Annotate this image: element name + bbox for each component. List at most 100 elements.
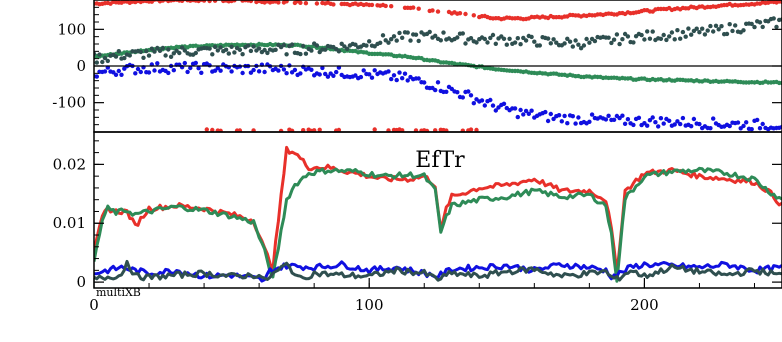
top-point xyxy=(441,30,446,35)
top-point xyxy=(331,2,336,7)
top-point xyxy=(210,127,215,132)
top-point xyxy=(323,71,328,77)
top-point xyxy=(565,36,570,41)
top-point xyxy=(733,23,738,28)
top-point xyxy=(372,68,377,73)
annotation-label: multiXB xyxy=(96,286,141,299)
top-point xyxy=(631,122,636,128)
top-point xyxy=(667,118,672,124)
top-point xyxy=(584,36,589,42)
bottom-ytick-label: 0 xyxy=(76,273,86,291)
top-point xyxy=(512,40,518,45)
top-point xyxy=(647,118,653,123)
top-point xyxy=(570,44,575,49)
top-point xyxy=(146,70,152,75)
top-point xyxy=(468,127,474,132)
top-point xyxy=(325,74,331,79)
top-point xyxy=(757,20,763,25)
top-point xyxy=(625,34,631,39)
top-point xyxy=(188,65,193,71)
top-point xyxy=(245,43,251,48)
top-point xyxy=(716,27,721,32)
top-point xyxy=(554,40,559,45)
top-point xyxy=(650,29,655,34)
top-point xyxy=(611,117,617,123)
top-point xyxy=(383,3,388,9)
top-point xyxy=(570,114,575,119)
top-point xyxy=(278,128,284,132)
top-point xyxy=(422,80,427,85)
top-point xyxy=(749,21,754,27)
top-point xyxy=(237,128,243,132)
top-point xyxy=(400,76,405,81)
top-point xyxy=(664,37,669,43)
top-point xyxy=(122,55,127,61)
top-point xyxy=(620,37,625,42)
top-point xyxy=(543,109,548,115)
top-point xyxy=(273,47,278,52)
top-point xyxy=(378,40,383,45)
top-point xyxy=(416,76,421,81)
top-point xyxy=(587,119,592,125)
top-point xyxy=(157,48,163,53)
top-point xyxy=(369,75,375,80)
top-point xyxy=(391,34,397,39)
top-point xyxy=(444,128,449,132)
top-point xyxy=(515,114,520,120)
top-point xyxy=(193,50,198,56)
top-point xyxy=(457,11,463,16)
top-point xyxy=(622,121,628,127)
top-point xyxy=(551,116,556,122)
top-point xyxy=(212,44,218,50)
top-point xyxy=(100,59,105,65)
top-point xyxy=(298,0,303,5)
top-point xyxy=(391,73,397,78)
top-point xyxy=(658,116,664,121)
top-point xyxy=(433,128,438,132)
top-point xyxy=(427,29,432,35)
top-point xyxy=(507,36,512,41)
top-point xyxy=(210,52,215,57)
top-point xyxy=(532,39,537,44)
top-point xyxy=(493,41,498,46)
top-series-2 xyxy=(94,16,782,65)
top-point xyxy=(408,38,413,43)
top-point xyxy=(152,49,157,54)
top-point xyxy=(163,53,168,58)
bottom-series-line-1 xyxy=(94,166,782,283)
top-point xyxy=(389,37,394,42)
top-point xyxy=(182,48,187,53)
top-point xyxy=(397,30,402,36)
chart-title: EfTr xyxy=(415,148,465,173)
top-point xyxy=(389,3,394,9)
top-point xyxy=(413,128,419,132)
top-point xyxy=(460,95,465,100)
top-point xyxy=(471,13,476,18)
top-point xyxy=(741,123,746,129)
top-point xyxy=(501,36,507,41)
top-point xyxy=(697,30,702,35)
bottom-series-line-3 xyxy=(94,259,782,282)
top-point xyxy=(757,126,763,131)
top-point xyxy=(256,69,262,74)
top-point xyxy=(653,120,658,125)
top-point xyxy=(645,29,650,34)
top-point xyxy=(719,24,724,29)
top-point xyxy=(548,111,553,117)
top-point xyxy=(444,89,449,95)
top-point xyxy=(215,65,220,71)
top-point xyxy=(724,31,730,37)
top-point xyxy=(367,39,372,44)
top-point xyxy=(744,120,749,125)
top-point xyxy=(251,128,256,132)
top-point xyxy=(400,35,405,40)
top-point xyxy=(416,6,421,11)
top-point xyxy=(592,38,598,44)
top-point xyxy=(565,121,570,126)
top-point xyxy=(226,51,231,56)
top-point xyxy=(116,49,122,54)
top-point xyxy=(455,35,460,40)
top-point xyxy=(713,23,719,28)
top-point xyxy=(669,30,675,35)
top-point xyxy=(301,43,306,49)
